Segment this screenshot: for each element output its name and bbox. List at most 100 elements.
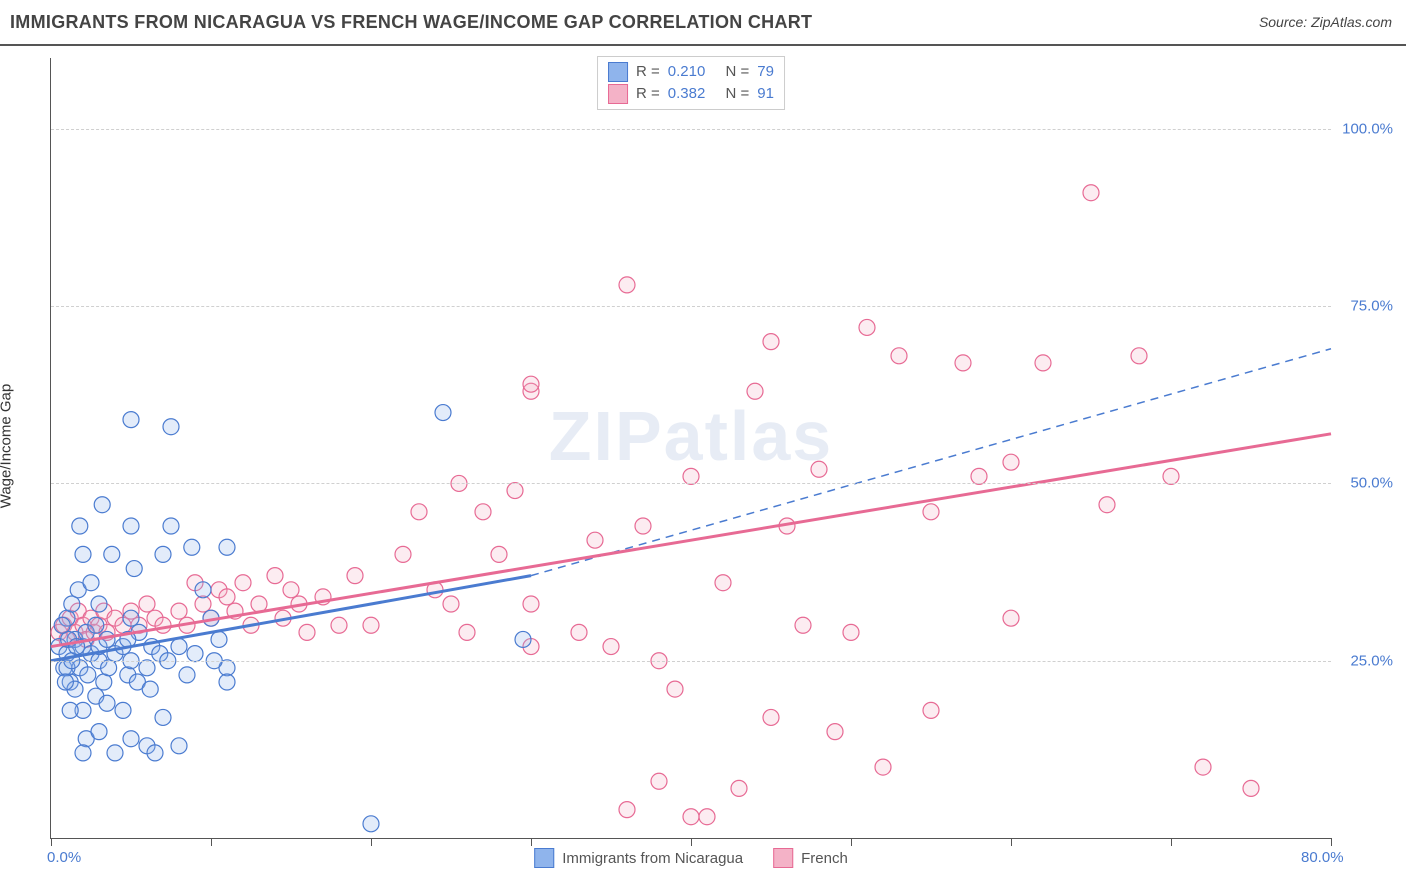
scatter-point — [123, 412, 139, 428]
correlation-legend-row: R = 0.382 N = 91 — [608, 83, 774, 105]
legend-N-prefix: N = — [726, 61, 750, 83]
scatter-point — [126, 561, 142, 577]
x-tick — [51, 838, 52, 846]
scatter-point — [57, 674, 73, 690]
series-swatch-nicaragua — [608, 62, 628, 82]
scatter-point — [83, 575, 99, 591]
scatter-point — [155, 709, 171, 725]
scatter-point — [763, 709, 779, 725]
scatter-point — [827, 724, 843, 740]
scatter-point — [107, 745, 123, 761]
series-legend: Immigrants from Nicaragua French — [534, 848, 848, 868]
scatter-point — [123, 731, 139, 747]
scatter-point — [955, 355, 971, 371]
y-tick-label: 75.0% — [1350, 298, 1393, 315]
scatter-point — [1003, 454, 1019, 470]
scatter-point — [91, 724, 107, 740]
scatter-point — [1131, 348, 1147, 364]
scatter-point — [715, 575, 731, 591]
correlation-legend-row: R = 0.210 N = 79 — [608, 61, 774, 83]
scatter-point — [491, 546, 507, 562]
scatter-point — [699, 809, 715, 825]
x-tick — [691, 838, 692, 846]
y-tick-label: 100.0% — [1342, 120, 1393, 137]
scatter-point — [667, 681, 683, 697]
scatter-point — [94, 497, 110, 513]
scatter-point — [811, 461, 827, 477]
scatter-point — [971, 468, 987, 484]
scatter-point — [411, 504, 427, 520]
scatter-point — [179, 667, 195, 683]
scatter-point — [875, 759, 891, 775]
scatter-point — [363, 617, 379, 633]
scatter-point — [475, 504, 491, 520]
scatter-point — [123, 610, 139, 626]
trend-line — [51, 434, 1331, 647]
scatter-point — [91, 596, 107, 612]
y-axis-label: Wage/Income Gap — [0, 384, 15, 509]
scatter-point — [88, 617, 104, 633]
series-swatch-french — [608, 84, 628, 104]
scatter-point — [1163, 468, 1179, 484]
scatter-point — [75, 546, 91, 562]
scatter-point — [139, 596, 155, 612]
x-tick — [851, 838, 852, 846]
scatter-point — [219, 589, 235, 605]
legend-R-value: 0.210 — [668, 61, 706, 83]
x-tick — [211, 838, 212, 846]
scatter-point — [1003, 610, 1019, 626]
scatter-point — [299, 624, 315, 640]
scatter-point — [363, 816, 379, 832]
scatter-point — [1083, 185, 1099, 201]
scatter-point — [435, 405, 451, 421]
scatter-point — [283, 582, 299, 598]
gridline — [51, 483, 1331, 484]
legend-N-value: 91 — [757, 83, 774, 105]
scatter-point — [101, 660, 117, 676]
scatter-point — [331, 617, 347, 633]
scatter-point — [155, 617, 171, 633]
scatter-point — [459, 624, 475, 640]
scatter-point — [62, 702, 78, 718]
chart-source: Source: ZipAtlas.com — [1259, 14, 1392, 30]
chart-title: IMMIGRANTS FROM NICARAGUA VS FRENCH WAGE… — [10, 12, 812, 33]
chart-header: IMMIGRANTS FROM NICARAGUA VS FRENCH WAGE… — [0, 0, 1406, 46]
scatter-point — [651, 773, 667, 789]
scatter-point — [219, 539, 235, 555]
series-label: French — [801, 850, 848, 867]
scatter-point — [347, 568, 363, 584]
plot-area: ZIPatlas R = 0.210 N = 79 R = 0.382 N = … — [50, 58, 1331, 839]
series-swatch-nicaragua — [534, 848, 554, 868]
scatter-point — [171, 738, 187, 754]
scatter-point — [683, 468, 699, 484]
scatter-point — [923, 702, 939, 718]
scatter-point — [443, 596, 459, 612]
scatter-point — [163, 419, 179, 435]
scatter-point — [211, 631, 227, 647]
x-tick — [1011, 838, 1012, 846]
x-tick — [1171, 838, 1172, 846]
scatter-point — [267, 568, 283, 584]
y-tick-label: 50.0% — [1350, 475, 1393, 492]
scatter-point — [795, 617, 811, 633]
scatter-point — [731, 780, 747, 796]
scatter-point — [171, 603, 187, 619]
scatter-point — [64, 596, 80, 612]
legend-R-prefix: R = — [636, 61, 660, 83]
scatter-point — [219, 674, 235, 690]
scatter-point — [171, 639, 187, 655]
scatter-point — [104, 546, 120, 562]
x-axis-max-label: 80.0% — [1301, 849, 1344, 866]
scatter-point — [523, 596, 539, 612]
legend-N-prefix: N = — [726, 83, 750, 105]
x-tick — [531, 838, 532, 846]
scatter-svg — [51, 58, 1331, 838]
scatter-point — [75, 745, 91, 761]
scatter-point — [80, 667, 96, 683]
correlation-legend: R = 0.210 N = 79 R = 0.382 N = 91 — [597, 56, 785, 110]
scatter-point — [96, 674, 112, 690]
scatter-point — [184, 539, 200, 555]
legend-N-value: 79 — [757, 61, 774, 83]
scatter-point — [635, 518, 651, 534]
scatter-point — [99, 695, 115, 711]
